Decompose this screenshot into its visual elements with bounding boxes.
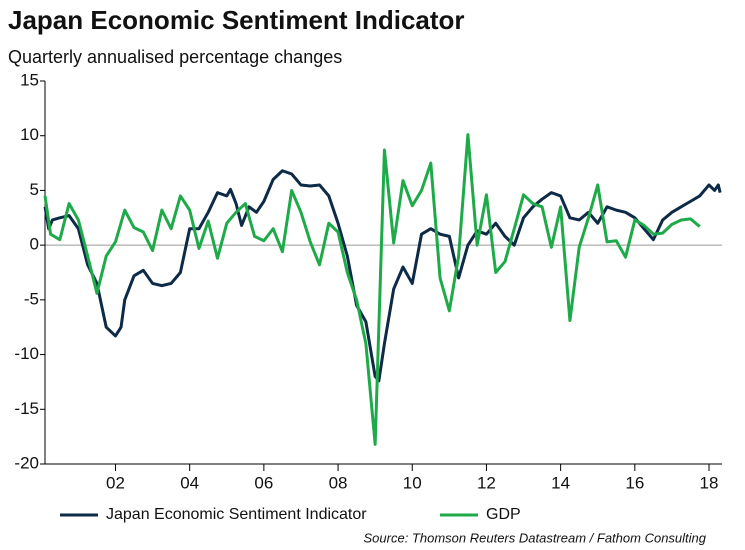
y-tick-label: 10 (20, 125, 39, 144)
x-tick-label: 16 (625, 473, 644, 492)
y-tick-label: -20 (14, 453, 39, 472)
chart-title: Japan Economic Sentiment Indicator (8, 5, 465, 35)
y-tick-label: 5 (30, 180, 39, 199)
x-tick-label: 02 (106, 473, 125, 492)
y-tick-label: -15 (14, 399, 39, 418)
x-tick-label: 18 (700, 473, 719, 492)
series-line (43, 169, 722, 383)
x-tick-label: 12 (477, 473, 496, 492)
y-tick-label: -10 (14, 344, 39, 363)
y-tick-label: -5 (24, 289, 39, 308)
series-line (43, 133, 701, 446)
y-tick-label: 0 (30, 235, 39, 254)
x-tick-label: 14 (551, 473, 570, 492)
legend-label: GDP (486, 506, 521, 523)
y-tick-label: 15 (20, 70, 39, 89)
source: Source: Thomson Reuters Datastream / Fat… (364, 530, 707, 545)
x-tick-label: 10 (403, 473, 422, 492)
legend-label: Japan Economic Sentiment Indicator (106, 506, 367, 523)
x-tick-label: 06 (254, 473, 273, 492)
chart-subtitle: Quarterly annualised percentage changes (8, 47, 342, 67)
x-tick-label: 04 (180, 473, 199, 492)
x-tick-label: 08 (329, 473, 348, 492)
